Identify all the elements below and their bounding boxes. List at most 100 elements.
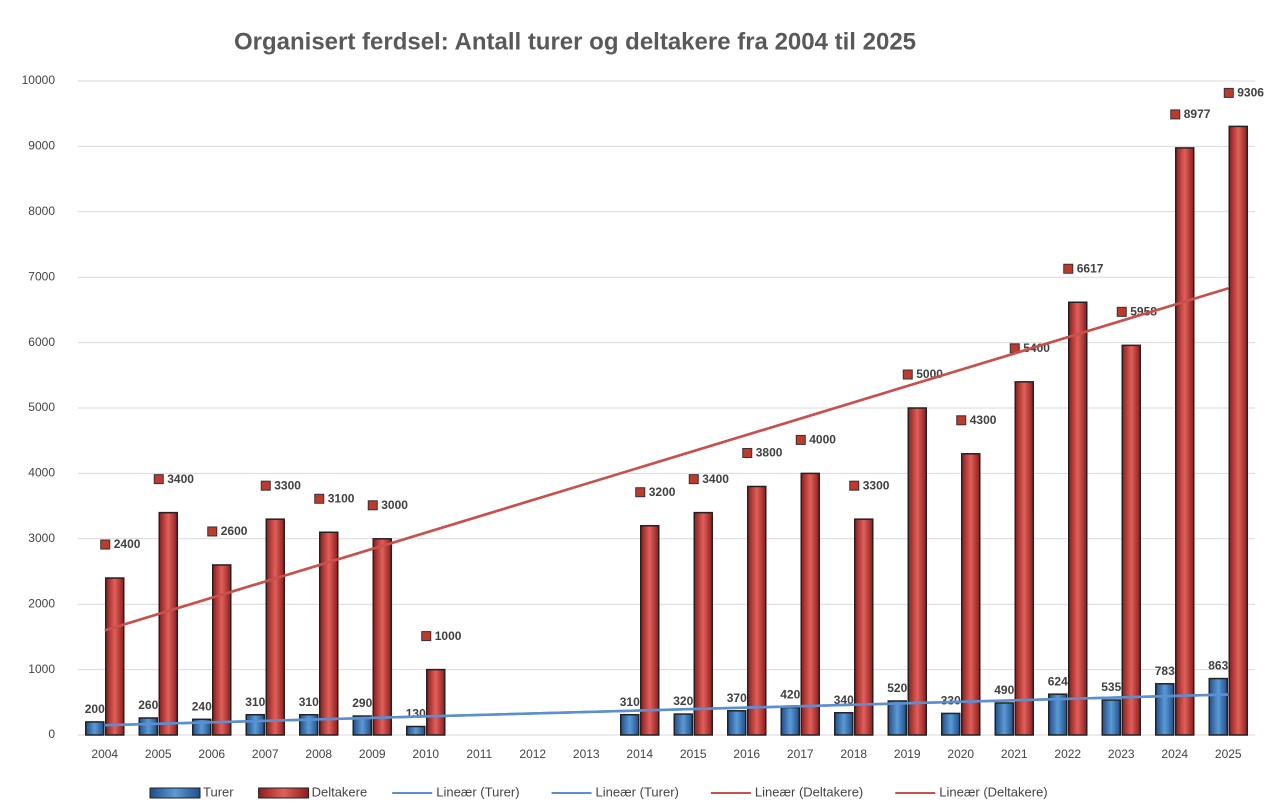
value-label: 3200 xyxy=(649,485,676,499)
value-label: 290 xyxy=(352,696,372,710)
value-label: 3300 xyxy=(274,478,301,492)
bar xyxy=(1228,125,1248,736)
value-label: 9306 xyxy=(1237,86,1264,100)
label-marker xyxy=(688,474,699,485)
value-label: 624 xyxy=(1048,674,1068,688)
label-marker xyxy=(421,631,432,642)
bar xyxy=(1014,381,1034,736)
bar xyxy=(800,472,820,736)
x-tick-label: 2021 xyxy=(1001,747,1028,761)
trend-line xyxy=(104,693,1229,727)
bar xyxy=(961,453,981,736)
x-tick-label: 2022 xyxy=(1054,747,1081,761)
label-marker xyxy=(1223,87,1234,98)
x-tick-label: 2016 xyxy=(733,747,760,761)
x-tick-label: 2004 xyxy=(91,747,118,761)
value-label: 340 xyxy=(834,693,854,707)
x-tick-label: 2014 xyxy=(626,747,653,761)
label-marker xyxy=(742,447,753,458)
x-tick-label: 2024 xyxy=(1161,747,1188,761)
label-marker xyxy=(260,480,271,491)
value-label: 310 xyxy=(245,695,265,709)
bar xyxy=(352,715,372,736)
value-label: 330 xyxy=(941,694,961,708)
bar xyxy=(1101,699,1121,736)
label-marker xyxy=(795,434,806,445)
x-tick-label: 2008 xyxy=(305,747,332,761)
label-marker xyxy=(1116,306,1127,317)
bar xyxy=(1048,693,1068,736)
label-marker xyxy=(207,526,218,537)
legend-label: Lineær (Deltakere) xyxy=(939,784,1047,799)
bar xyxy=(212,564,232,736)
bar xyxy=(907,407,927,736)
bar xyxy=(372,538,392,736)
label-marker xyxy=(314,493,325,504)
value-label: 3400 xyxy=(702,472,729,486)
value-label: 6617 xyxy=(1077,261,1104,275)
y-tick-label: 10000 xyxy=(22,73,56,87)
x-tick-label: 2015 xyxy=(680,747,707,761)
legend-label: Lineær (Turer) xyxy=(596,784,679,799)
value-label: 3400 xyxy=(167,472,194,486)
value-label: 3100 xyxy=(328,491,355,505)
bar xyxy=(673,713,693,736)
y-tick-label: 1000 xyxy=(28,662,55,676)
y-tick-label: 9000 xyxy=(28,139,55,153)
x-tick-label: 2023 xyxy=(1108,747,1135,761)
bar xyxy=(138,717,158,736)
value-label: 370 xyxy=(727,691,747,705)
chart-title: Organisert ferdsel: Antall turer og delt… xyxy=(234,28,916,55)
value-label: 3000 xyxy=(381,498,408,512)
label-marker xyxy=(153,474,164,485)
label-marker xyxy=(100,539,111,550)
y-tick-label: 6000 xyxy=(28,335,55,349)
bar xyxy=(1155,683,1175,736)
y-tick-label: 0 xyxy=(48,727,55,741)
bar xyxy=(105,577,125,736)
label-marker xyxy=(849,480,860,491)
y-tick-label: 4000 xyxy=(28,466,55,480)
legend-swatch xyxy=(149,787,201,799)
x-tick-label: 2019 xyxy=(894,747,921,761)
y-tick-label: 5000 xyxy=(28,400,55,414)
value-label: 240 xyxy=(192,699,212,713)
legend-label: Lineær (Turer) xyxy=(436,784,519,799)
bar xyxy=(693,511,713,736)
bar xyxy=(1175,147,1195,736)
bar xyxy=(265,518,285,736)
value-label: 420 xyxy=(780,688,800,702)
bar xyxy=(426,668,446,736)
value-label: 310 xyxy=(299,695,319,709)
bar xyxy=(994,702,1014,736)
value-label: 310 xyxy=(620,695,640,709)
value-label: 2400 xyxy=(114,537,141,551)
bar xyxy=(941,712,961,736)
x-tick-label: 2009 xyxy=(359,747,386,761)
x-tick-label: 2025 xyxy=(1215,747,1242,761)
value-label: 2600 xyxy=(221,524,248,538)
value-label: 4000 xyxy=(809,433,836,447)
y-tick-label: 8000 xyxy=(28,204,55,218)
x-tick-label: 2005 xyxy=(145,747,172,761)
legend-label: Deltakere xyxy=(312,784,368,799)
value-label: 863 xyxy=(1208,659,1228,673)
value-label: 1000 xyxy=(435,629,462,643)
bar xyxy=(887,700,907,736)
bar xyxy=(299,713,319,736)
bar xyxy=(245,713,265,736)
x-tick-label: 2012 xyxy=(519,747,546,761)
value-label: 490 xyxy=(994,683,1014,697)
bar xyxy=(620,713,640,736)
x-tick-label: 2013 xyxy=(573,747,600,761)
bar xyxy=(640,524,660,736)
x-tick-label: 2010 xyxy=(412,747,439,761)
legend-label: Lineær (Deltakere) xyxy=(755,784,863,799)
bar xyxy=(1208,677,1228,736)
x-tick-label: 2011 xyxy=(466,747,492,761)
value-label: 3300 xyxy=(863,478,890,492)
x-tick-label: 2017 xyxy=(787,747,814,761)
value-label: 130 xyxy=(406,707,426,721)
label-marker xyxy=(956,415,967,426)
